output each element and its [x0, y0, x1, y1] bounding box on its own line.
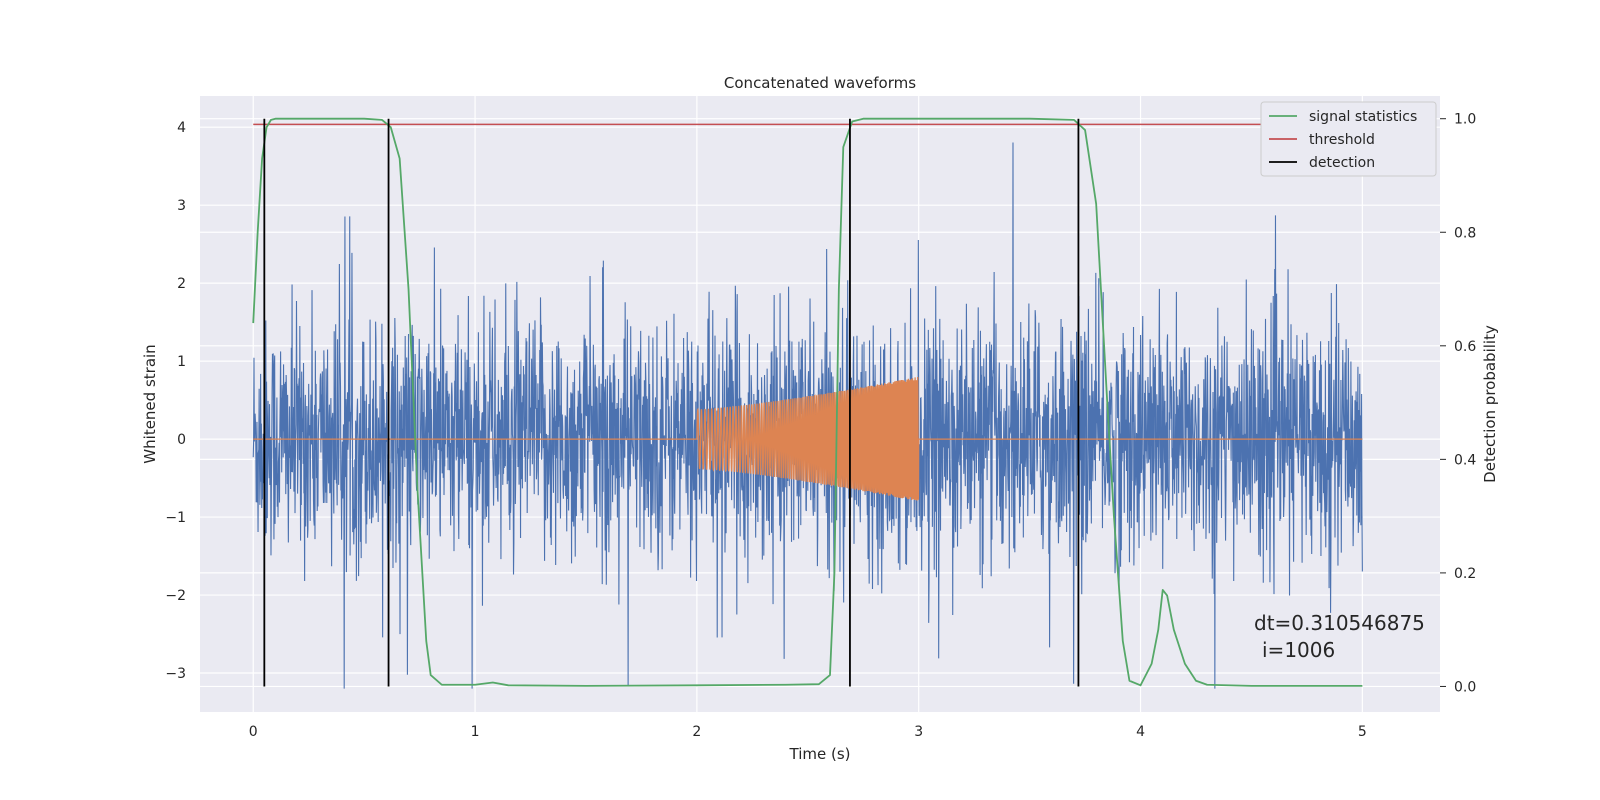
y2-tick-label: 0.6: [1454, 339, 1476, 355]
y-tick-label: 0: [177, 432, 186, 448]
strain-layer: [252, 142, 1363, 689]
annotation-i: i=1006: [1262, 638, 1335, 662]
y-tick-label: 1: [177, 354, 186, 370]
chirp-layer: [253, 376, 1363, 501]
y-tick-label: 2: [177, 276, 186, 292]
x-axis-label: Time (s): [789, 745, 851, 763]
x-tick-label: 5: [1358, 724, 1367, 740]
legend-label-threshold: threshold: [1309, 132, 1375, 148]
y-tick-label: −2: [165, 588, 186, 604]
x-tick-label: 3: [914, 724, 923, 740]
y-axis-label: Whitened strain: [141, 344, 159, 463]
chart-title: Concatenated waveforms: [724, 74, 916, 92]
y2-tick-label: 0.2: [1454, 566, 1476, 582]
legend-label-detection: detection: [1309, 155, 1375, 171]
x-tick-label: 1: [471, 724, 480, 740]
x-tick-label: 4: [1136, 724, 1145, 740]
y-tick-label: 3: [177, 198, 186, 214]
y-tick-label: 4: [177, 120, 186, 136]
y-tick-label: −3: [165, 666, 186, 682]
legend: signal statistics threshold detection: [1260, 101, 1437, 177]
y-tick-label: −1: [165, 510, 186, 526]
stats-layer: [252, 117, 1363, 687]
y2-tick-label: 1.0: [1454, 112, 1476, 128]
y2-tick-label: 0.0: [1454, 679, 1476, 695]
chirp-series-line: [253, 376, 1363, 501]
x-tick-label: 2: [692, 724, 701, 740]
legend-box: [1260, 101, 1437, 177]
legend-label-signal-statistics: signal statistics: [1309, 109, 1417, 125]
y2-tick-label: 0.8: [1454, 225, 1476, 241]
y2-tick-label: 0.4: [1454, 452, 1476, 468]
annotation-dt: dt=0.310546875: [1254, 611, 1425, 635]
y2-axis-label: Detection probability: [1481, 325, 1499, 483]
strain-series-line: [252, 142, 1363, 689]
ticks: 0 1 2 3 4 5 −3 −2 −1 0 1 2 3 4 0.0 0.2 0.4 0.6 0.8 1.0: [165, 112, 1476, 740]
x-tick-label: 0: [249, 724, 258, 740]
